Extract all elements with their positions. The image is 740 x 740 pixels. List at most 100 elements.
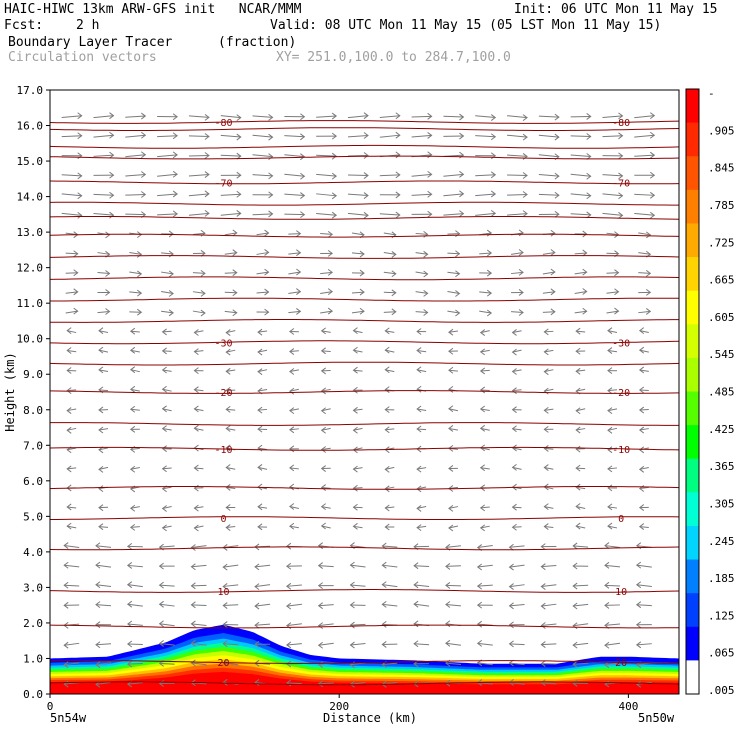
wind-vector-head xyxy=(416,505,422,512)
wind-vector-head xyxy=(190,601,196,609)
wind-vector-549 xyxy=(602,135,623,138)
wind-vector-head xyxy=(586,211,592,219)
wind-vector-441 xyxy=(192,232,205,236)
wind-vector-547 xyxy=(538,134,559,138)
wind-vector-head xyxy=(98,523,104,531)
wind-vector-323 xyxy=(67,349,77,353)
wind-vector-head xyxy=(575,503,581,510)
colorbar-swatch-1 xyxy=(686,122,699,157)
wind-vector-41 xyxy=(159,642,175,646)
wind-vector-566 xyxy=(538,115,559,118)
wind-vector-head xyxy=(190,659,196,667)
wind-vector-536 xyxy=(188,135,209,137)
wind-vector-head xyxy=(126,562,133,569)
wind-vector-head xyxy=(543,406,549,414)
wind-vector-519 xyxy=(252,154,273,158)
wind-vector-head xyxy=(575,327,581,335)
contour-line-7 xyxy=(50,297,680,302)
wind-vector-head xyxy=(73,250,79,258)
contour-line-labeled-4 xyxy=(49,446,680,451)
wind-vector-373 xyxy=(447,310,460,314)
tracer-fill xyxy=(50,624,679,694)
contour-line-labeled-6 xyxy=(49,589,680,593)
wind-vector-211 xyxy=(130,467,140,470)
wind-vector-260 xyxy=(480,427,490,431)
wind-vector-head xyxy=(638,446,645,454)
wind-vector-head xyxy=(289,328,295,335)
wind-vector-head xyxy=(511,406,517,414)
wind-vector-head xyxy=(381,641,387,648)
contour-label: 0 xyxy=(221,514,227,525)
wind-vector-head xyxy=(77,211,83,219)
wind-vector-head xyxy=(264,229,270,237)
wind-vector-32 xyxy=(477,662,493,666)
wind-vector-552 xyxy=(93,115,114,119)
wind-vector-head xyxy=(257,464,263,471)
wind-vector-224 xyxy=(544,467,554,470)
wind-vector-head xyxy=(300,153,306,161)
wind-vector-479 xyxy=(188,193,209,197)
colorbar-label: .485 xyxy=(708,386,735,399)
wind-vector-219 xyxy=(385,466,395,470)
wind-vector-head xyxy=(98,426,104,434)
contour-label: -30 xyxy=(214,338,232,349)
wind-vector-105 xyxy=(382,584,398,588)
wind-vector-head xyxy=(607,522,613,530)
wind-vector-head xyxy=(618,172,624,180)
wind-vector-head xyxy=(254,679,260,686)
wind-vector-head xyxy=(554,210,560,218)
wind-vector-114 xyxy=(64,564,80,568)
wind-vector-263 xyxy=(576,428,586,431)
wind-vector-55 xyxy=(604,642,621,646)
colorbar-label: .785 xyxy=(708,199,735,212)
wind-vector-head xyxy=(572,679,578,687)
colorbar-swatch-0 xyxy=(686,89,699,124)
wind-vector-head xyxy=(607,465,613,473)
wind-vector-head xyxy=(141,171,147,178)
wind-vector-head xyxy=(604,661,610,669)
wind-vector-head xyxy=(204,190,210,198)
wind-vector-head xyxy=(320,327,326,335)
contour-label: -80 xyxy=(612,118,630,129)
wind-vector-head xyxy=(508,563,514,571)
wind-vector-357 xyxy=(544,330,554,333)
wind-vector-head xyxy=(604,680,610,688)
wind-vector-head xyxy=(582,307,588,315)
wind-vector-425 xyxy=(288,252,301,255)
x-tick-label: 200 xyxy=(329,700,349,713)
wind-vector-377 xyxy=(574,310,587,314)
colorbar-label: .305 xyxy=(708,497,735,510)
wind-vector-head xyxy=(479,405,486,413)
wind-vector-head xyxy=(320,465,326,472)
wind-vector-173 xyxy=(130,506,140,509)
wind-vector-head xyxy=(73,269,79,277)
wind-vector-head xyxy=(572,660,578,668)
x-tick-label: 400 xyxy=(618,700,638,713)
y-tick-label: 3.0 xyxy=(23,581,43,594)
wind-vector-427 xyxy=(351,252,365,255)
wind-vector-199 xyxy=(353,487,363,489)
wind-vector-head xyxy=(222,602,228,609)
wind-vector-24 xyxy=(223,662,239,666)
wind-vector-head xyxy=(448,385,454,393)
wind-vector-463 xyxy=(284,213,305,216)
wind-vector-265 xyxy=(639,428,649,431)
wind-vector-head xyxy=(232,289,238,297)
wind-vector-head xyxy=(413,640,419,648)
wind-vector-356 xyxy=(512,330,522,333)
wind-vector-461 xyxy=(220,212,241,216)
wind-vector-head xyxy=(427,132,433,139)
wind-vector-397 xyxy=(606,291,619,294)
wind-vector-head xyxy=(448,465,454,472)
colorbar-label: - xyxy=(708,87,715,100)
wind-vector-head xyxy=(349,601,355,609)
wind-vector-302 xyxy=(607,389,618,392)
wind-vector-head xyxy=(254,621,260,629)
wind-vector-head xyxy=(459,170,465,178)
wind-vector-head xyxy=(427,210,433,218)
contour-line-15 xyxy=(49,127,680,131)
wind-vector-head xyxy=(236,114,242,122)
wind-vector-head xyxy=(126,600,133,608)
wind-vector-head xyxy=(511,425,517,433)
wind-vector-head xyxy=(327,307,334,315)
